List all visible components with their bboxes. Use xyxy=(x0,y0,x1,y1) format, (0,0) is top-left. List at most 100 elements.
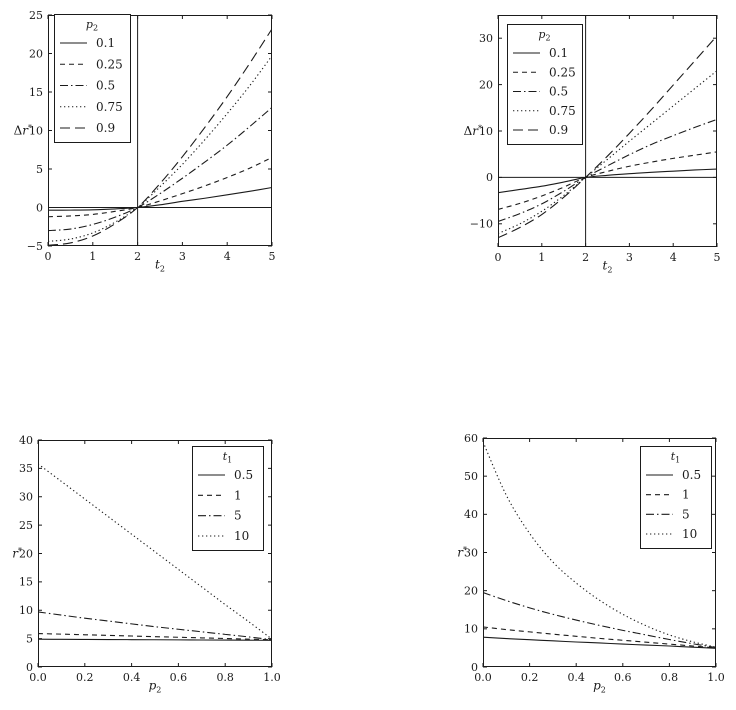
y-tick-label: 50 xyxy=(464,470,478,483)
y-tick-label: 10 xyxy=(464,623,478,636)
legend-entry-label: 5 xyxy=(234,509,242,523)
series-line-top-left-0.1 xyxy=(48,186,272,211)
x-tick-label: 1 xyxy=(538,251,545,264)
x-axis-label: p2 xyxy=(149,679,162,695)
legend-entry-label: 0.25 xyxy=(549,65,576,79)
legend-entry-label: 0.5 xyxy=(234,468,253,482)
y-axis-label: r* xyxy=(457,546,467,560)
y-tick-label: 0 xyxy=(471,661,478,674)
chart-canvas-top-left: 0 1 2 3 4 5−50510152025t2Δr*p20.10.250.50.750… xyxy=(14,9,276,274)
legend-entry-label: 0.5 xyxy=(549,85,568,99)
legend-title: p2 xyxy=(86,18,98,33)
y-tick-label: 10 xyxy=(29,124,43,137)
legend-entry-label: 0.75 xyxy=(549,104,576,118)
series-line-bottom-left-1 xyxy=(38,632,272,641)
x-tick-label: 1 xyxy=(89,250,96,263)
x-tick-label: 0.6 xyxy=(170,671,188,684)
legend-entry-label: 0.25 xyxy=(96,57,123,71)
x-tick-label: 2 xyxy=(582,251,589,264)
y-tick-label: 0 xyxy=(36,201,43,214)
x-tick-label: 0 xyxy=(45,250,52,263)
y-tick-label: 5 xyxy=(26,632,33,645)
y-tick-label: 40 xyxy=(19,434,33,447)
series-line-bottom-right-10 xyxy=(483,441,716,648)
y-tick-label: 15 xyxy=(19,576,33,589)
legend-title: p2 xyxy=(538,28,550,43)
y-tick-label: 20 xyxy=(19,547,33,560)
legend-title: t1 xyxy=(223,450,233,465)
x-tick-label: 0.4 xyxy=(123,671,141,684)
y-tick-label: −10 xyxy=(470,218,493,231)
y-tick-label: −5 xyxy=(27,240,43,253)
legend-entry-label: 5 xyxy=(682,507,690,521)
x-tick-label: 5 xyxy=(714,251,721,264)
y-tick-label: 20 xyxy=(464,584,478,597)
x-tick-label: 0.4 xyxy=(567,671,585,684)
x-tick-label: 0.8 xyxy=(661,671,679,684)
series-line-top-left-0.9 xyxy=(48,28,272,246)
x-axis-label: t2 xyxy=(603,259,613,275)
legend-entry-label: 0.1 xyxy=(549,46,568,60)
legend-entry-label: 0.1 xyxy=(96,36,115,50)
y-tick-label: 40 xyxy=(464,508,478,521)
legend-box xyxy=(54,14,131,143)
y-tick-label: 25 xyxy=(29,9,43,22)
legend-entry-label: 0.9 xyxy=(549,123,568,137)
y-tick-label: 10 xyxy=(19,604,33,617)
legend-entry-label: 10 xyxy=(234,529,249,543)
series-line-bottom-right-1 xyxy=(483,626,716,649)
legend-entry-label: 0.5 xyxy=(96,79,115,93)
x-tick-label: 1.0 xyxy=(707,671,725,684)
series-line-top-left-0.5 xyxy=(48,106,272,232)
legend-box xyxy=(507,24,583,145)
chart-canvas-top-right: 0 1 2 3 4 5 −10 0 10 20 30 t2 Δr* p2 0.1 0.25 0.5 0.75 0.9 xyxy=(464,15,721,275)
x-tick-label: 1.0 xyxy=(263,671,281,684)
y-tick-label: 30 xyxy=(464,546,478,559)
y-tick-label: 30 xyxy=(19,491,33,504)
x-tick-label: 2 xyxy=(134,250,141,263)
y-axis-label: r* xyxy=(12,547,22,561)
legend-entry-label: 0.75 xyxy=(96,100,123,114)
legend-entry-label: 0.9 xyxy=(96,121,115,135)
x-axis-label: p2 xyxy=(593,679,606,695)
y-axis-label: Δr* xyxy=(464,124,482,138)
series-line-bottom-left-5 xyxy=(38,611,272,641)
legend-entry-label: 0.5 xyxy=(682,468,701,482)
series-line-bottom-left-0.5 xyxy=(38,638,272,641)
y-tick-label: 25 xyxy=(19,519,33,532)
legend-title: t1 xyxy=(671,450,681,465)
legend-box xyxy=(640,446,712,549)
y-tick-label: 30 xyxy=(479,32,493,45)
x-tick-label: 0.2 xyxy=(521,671,539,684)
x-tick-label: 3 xyxy=(179,250,186,263)
subplot-top-right: 0 1 2 3 4 5 −10 0 10 20 30 t2 Δr* p2 0.1 0.25 0.5 0.75 0.9 xyxy=(368,0,736,280)
chart-canvas-bottom-right: 0.0 0.2 0.4 0.6 0.8 1.0 0 10 20 30 40 50 60 p2 r* t10.5… xyxy=(457,432,725,695)
y-tick-label: 35 xyxy=(19,462,33,475)
y-tick-label: 5 xyxy=(36,163,43,176)
series-line-top-right-0.25 xyxy=(498,151,717,210)
y-tick-label: 0 xyxy=(26,661,33,674)
y-tick-label: 10 xyxy=(479,125,493,138)
legend-entry-label: 10 xyxy=(682,527,697,541)
chart-canvas-bottom-left: 0.0 0.2 0.4 0.6 0.8 1.00510152025303540p2r*t1… xyxy=(12,434,281,695)
subplot-top-left: 0 1 2 3 4 5 −5 0 5 10 15 20 25 t2 Δr* p2 0.1 0.25 0.5 0.75 0… xyxy=(0,0,368,280)
x-tick-label: 0.8 xyxy=(216,671,234,684)
series-line-bottom-right-0.5 xyxy=(483,636,716,649)
legend-box xyxy=(192,446,264,551)
legend-entry-label: 1 xyxy=(234,488,242,502)
x-tick-label: 0.0 xyxy=(29,671,47,684)
x-tick-label: 4 xyxy=(670,251,677,264)
y-axis-label: Δr* xyxy=(14,124,32,138)
series-line-top-right-0.75 xyxy=(498,70,717,235)
x-tick-label: 0 xyxy=(495,251,502,264)
x-tick-label: 3 xyxy=(626,251,633,264)
y-tick-label: 20 xyxy=(479,78,493,91)
series-line-top-right-0.9 xyxy=(498,35,717,239)
x-tick-label: 0.6 xyxy=(614,671,632,684)
series-line-top-right-0.5 xyxy=(498,118,717,222)
subplot-bottom-left: 0.0 0.2 0.4 0.6 0.8 1.0 0 5 10 15 20 25 30 35 40 p2 r* t1… xyxy=(0,420,368,710)
x-tick-label: 0.2 xyxy=(76,671,94,684)
y-tick-label: 20 xyxy=(29,47,43,60)
series-line-top-right-0.1 xyxy=(498,168,717,194)
